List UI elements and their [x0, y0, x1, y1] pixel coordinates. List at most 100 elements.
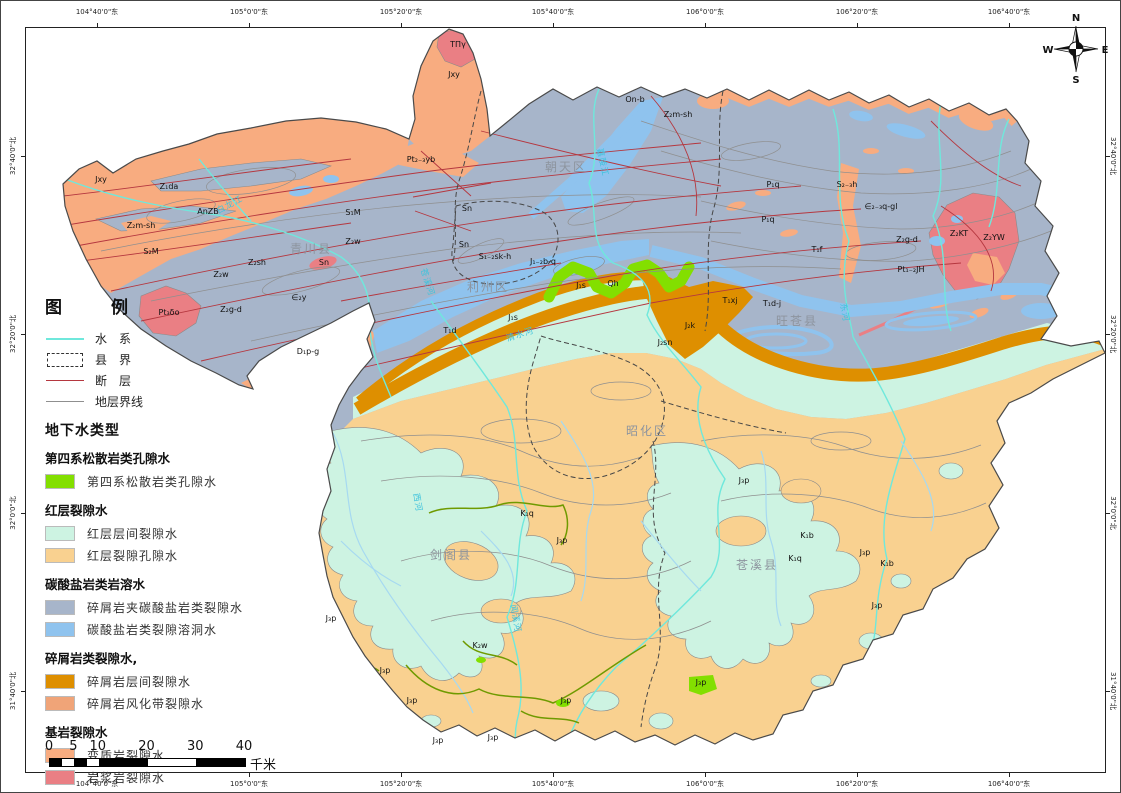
groundwater-item-label: 岩浆岩裂隙水 [87, 770, 166, 785]
groundwater-type-title: 地下水类型 [45, 423, 120, 439]
geo-unit-label: D₁p-g [297, 347, 319, 356]
geo-unit-label: Z₂g-d [220, 305, 242, 314]
groundwater-item-label: 碎屑岩层间裂隙水 [87, 674, 192, 689]
geo-unit-label: Jxy [447, 70, 460, 79]
longitude-label: 105°20'0"东 [379, 780, 423, 788]
frame-tick [1106, 513, 1110, 514]
geo-unit-label: Z₂KT [950, 229, 968, 238]
geo-unit-label: J₂k [684, 321, 696, 330]
map-frame [25, 27, 1106, 773]
groundwater-item-label: 碳酸盐岩类裂隙溶洞水 [87, 622, 218, 637]
geo-unit-label: Z₂YW [983, 233, 1005, 242]
frame-tick [21, 156, 25, 157]
longitude-label: 104°40'0"东 [75, 8, 119, 16]
frame-tick [705, 23, 706, 27]
groundwater-item: 碳酸盐岩类裂隙溶洞水 [45, 618, 320, 640]
geo-unit-label: P₁q [761, 215, 774, 224]
longitude-label: 106°20'0"东 [835, 8, 879, 16]
color-swatch [45, 695, 75, 711]
longitude-label: 106°0'0"东 [686, 8, 724, 16]
groundwater-item: 红层层间裂隙水 [45, 522, 320, 544]
frame-tick [97, 23, 98, 27]
geo-unit-label: J₃p [695, 678, 707, 687]
geo-unit-label: J₃p [556, 536, 568, 545]
legend-item-label: 地层界线 [95, 395, 144, 409]
quaternary-green-band [543, 259, 695, 303]
scale-segment [98, 759, 148, 766]
frame-tick [1106, 156, 1110, 157]
frame-tick [21, 691, 25, 692]
frame-tick [401, 23, 402, 27]
geo-unit-label: K₁b [880, 559, 894, 568]
river-symbol [45, 337, 85, 340]
frame-tick [1106, 334, 1110, 335]
geo-unit-label: Sn [319, 258, 329, 267]
longitude-label: 105°0'0"东 [230, 780, 268, 788]
groundwater-item: 碎屑岩风化带裂隙水 [45, 692, 320, 714]
scale-segment [62, 759, 75, 766]
east-magmatic-region [858, 192, 1020, 337]
longitude-label: 104°40'0"东 [75, 780, 119, 788]
geo-unit-label: T₁d [442, 326, 456, 335]
geo-unit-label: J₃p [859, 548, 871, 557]
geo-unit-label: P₁q [766, 180, 779, 189]
groundwater-item: 碎屑岩夹碳酸盐岩类裂隙水 [45, 596, 320, 618]
county-name-label: 剑阁县 [430, 547, 472, 562]
geo-unit-label: Z₁da [160, 182, 179, 191]
geo-unit-label: Sn [459, 240, 469, 249]
geo-unit-label: On-b [625, 95, 644, 104]
geo-unit-label: Pt₂₋₃yb [407, 155, 435, 164]
geo-unit-label: Qh [607, 279, 618, 288]
compass-e-label: E [1102, 45, 1109, 56]
frame-tick [1009, 23, 1010, 27]
geo-unit-label: T₁f [811, 245, 823, 254]
geo-unit-label: J₂sn [657, 338, 673, 347]
geo-unit-label: TΠγ [449, 40, 466, 49]
frame-tick [553, 773, 554, 777]
frame-tick [21, 513, 25, 514]
river-name-label: 闻溪河 [508, 604, 524, 634]
groundwater-group-header: 第四系松散岩类孔隙水 [45, 451, 171, 466]
frame-tick [249, 23, 250, 27]
groundwater-item: 红层裂隙孔隙水 [45, 544, 320, 566]
color-swatch [45, 473, 75, 489]
geo-unit-label: J₃p [871, 601, 883, 610]
geo-unit-label: J₁₋₂b-q [529, 257, 556, 266]
geo-unit-label: S₂₋₃h [837, 180, 858, 189]
county-name-label: 苍溪县 [736, 558, 778, 572]
groundwater-item-label: 第四系松散岩类孔隙水 [87, 474, 218, 489]
frame-tick [1106, 691, 1110, 692]
legend-item-stratum: 地层界线 [45, 391, 320, 412]
scale-tick-label: 0 [44, 739, 54, 754]
geo-unit-label: J₁s [575, 281, 586, 290]
geo-unit-label: Z₂g-d [896, 235, 918, 244]
color-swatch [45, 599, 75, 615]
scale-segment [147, 759, 197, 766]
groundwater-group-header: 碳酸盐岩类岩溶水 [45, 577, 146, 592]
river-line [46, 337, 84, 340]
legend-item-fault: 断 层 [45, 370, 320, 391]
geo-unit-label: T₁d-j [762, 299, 781, 308]
groundwater-item-label: 红层裂隙孔隙水 [87, 548, 179, 563]
compass-rose: N S W E [1042, 13, 1108, 86]
scale-bar-unit: 千米 [250, 758, 277, 773]
geo-unit-label: Pt₃δo [159, 308, 180, 317]
legend-item-county: 县 界 [45, 349, 320, 370]
legend-item-label: 断 层 [95, 374, 132, 388]
county-name-label: 旺苍县 [776, 314, 818, 328]
groundwater-item: 碎屑岩层间裂隙水 [45, 670, 320, 692]
frame-tick [249, 773, 250, 777]
geo-unit-label: S₁₋₂sk-h [479, 252, 511, 261]
geo-unit-label: J₁s [507, 313, 518, 322]
geo-unit-label: Z₂m-sh [127, 221, 156, 230]
groundwater-item: 岩浆岩裂隙水 [45, 766, 320, 788]
geo-unit-label: J₃p [738, 476, 750, 485]
geo-unit-label: J₃p [379, 666, 391, 675]
longitude-label: 105°40'0"东 [531, 8, 575, 16]
color-swatch [45, 525, 75, 541]
frame-tick [857, 23, 858, 27]
fault-symbol [45, 379, 85, 382]
longitude-label: 106°40'0"东 [987, 780, 1031, 788]
